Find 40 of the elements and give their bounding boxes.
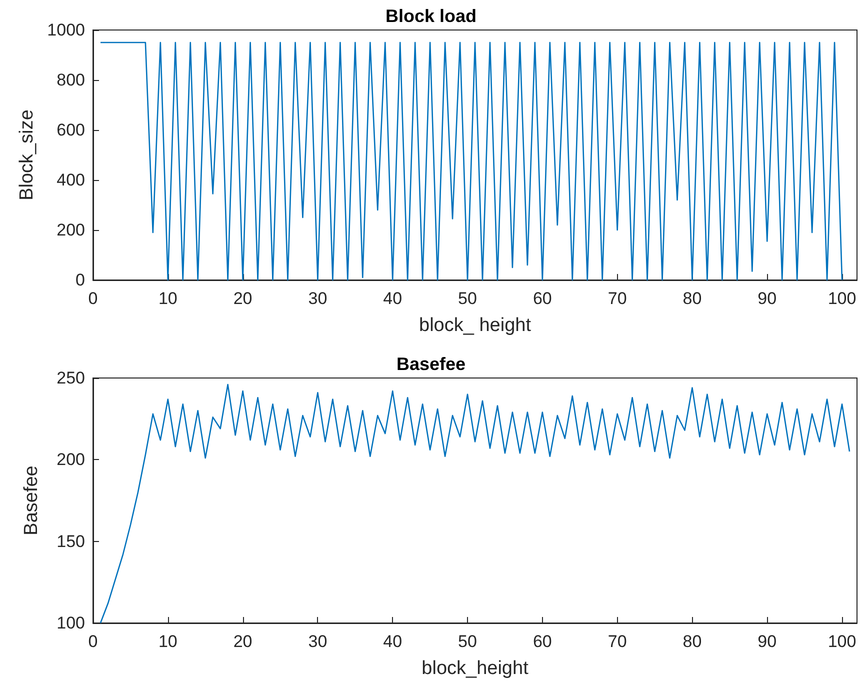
x-tick-label: 50 [458, 632, 477, 651]
x-tick-label: 70 [608, 289, 627, 308]
x-tick-label: 40 [383, 632, 402, 651]
y-tick-label: 0 [76, 270, 85, 290]
y-tick-label: 400 [56, 170, 85, 190]
x-tick-label: 40 [383, 289, 402, 308]
x-tick-label: 0 [88, 632, 98, 651]
line-series [100, 42, 843, 281]
x-tick-label: 50 [458, 289, 477, 308]
x-axis-title: block_ height [419, 315, 532, 336]
y-tick-label: 250 [56, 368, 85, 388]
x-tick-label: 60 [532, 289, 552, 308]
x-tick-label: 0 [88, 289, 98, 308]
x-tick-label: 30 [308, 289, 328, 308]
x-tick-label: 90 [758, 632, 777, 651]
y-tick-label: 100 [56, 614, 85, 632]
x-tick-label: 90 [758, 289, 777, 308]
x-tick-label: 20 [233, 632, 252, 651]
y-tick-label: 150 [56, 532, 85, 551]
y-axis-title: Basefee [21, 466, 42, 536]
x-tick-label: 10 [158, 632, 178, 651]
x-tick-label: 100 [828, 289, 856, 308]
chart-title: Block load [385, 6, 477, 26]
y-axis-title: Block_size [16, 110, 38, 200]
x-tick-label: 60 [532, 632, 552, 651]
x-tick-label: 70 [608, 632, 627, 651]
x-tick-label: 80 [682, 289, 702, 308]
x-tick-label: 80 [682, 632, 702, 651]
x-tick-label: 100 [828, 632, 856, 651]
x-tick-label: 30 [308, 632, 328, 651]
y-tick-label: 600 [56, 120, 85, 140]
x-axis-title: block_height [422, 658, 530, 679]
y-tick-label: 200 [56, 220, 85, 240]
x-tick-label: 10 [158, 289, 178, 308]
y-tick-label: 800 [56, 70, 85, 90]
y-tick-label: 1000 [47, 20, 85, 40]
y-tick-label: 200 [56, 450, 85, 470]
chart-title: Basefee [396, 354, 466, 374]
x-tick-label: 20 [233, 289, 252, 308]
line-series [100, 384, 850, 624]
